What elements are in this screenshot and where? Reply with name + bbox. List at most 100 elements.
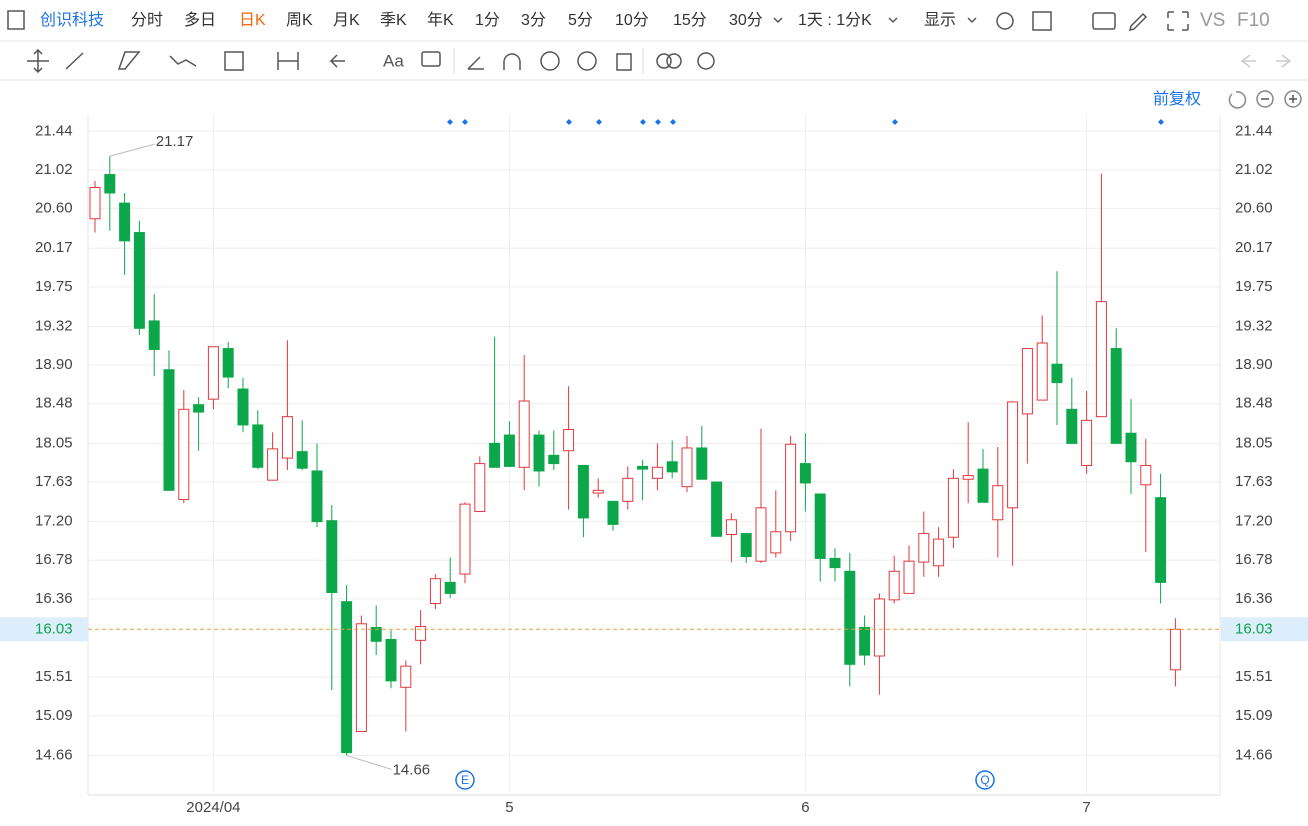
channel-tool[interactable] <box>117 51 141 70</box>
fullscreen-icon[interactable] <box>1167 11 1189 31</box>
period[interactable]: 年K <box>427 11 454 29</box>
period[interactable]: 5分 <box>568 11 593 29</box>
dropdown-arrow <box>888 17 898 24</box>
fib-tool[interactable] <box>224 51 244 71</box>
event-badge[interactable] <box>455 770 475 790</box>
compare-icon[interactable] <box>656 53 672 69</box>
candle-body <box>178 408 190 501</box>
y-tick-label: 14.66 <box>35 746 73 763</box>
candle-body <box>133 232 145 329</box>
x-tick-label: 6 <box>801 799 809 816</box>
candle-body <box>148 320 160 350</box>
dropdown-arrow <box>967 17 977 24</box>
candle-body <box>415 626 427 641</box>
camera-icon[interactable] <box>1092 12 1116 30</box>
arrow-tool[interactable] <box>329 54 345 68</box>
candle-body <box>548 454 560 465</box>
undo[interactable] <box>1240 54 1256 68</box>
candle-body <box>755 507 767 562</box>
y-tick-label-right: 20.17 <box>1235 239 1273 256</box>
y-tick-label: 19.32 <box>35 317 73 334</box>
y-tick-label: 15.09 <box>35 707 73 724</box>
stock-name[interactable]: 创识科技 <box>40 11 104 29</box>
period[interactable]: 10分 <box>615 11 649 29</box>
candle-body <box>785 443 797 533</box>
lock-tool[interactable] <box>540 51 560 71</box>
candle-body <box>829 557 841 569</box>
event-label: Q <box>980 773 989 787</box>
zoom-in[interactable] <box>1284 90 1302 108</box>
candle-body <box>281 416 293 459</box>
candle-body <box>311 470 323 523</box>
last-price-box <box>1221 617 1308 642</box>
combo[interactable]: 1天 : 1分K <box>798 11 872 29</box>
candle-body <box>1169 628 1181 671</box>
vs[interactable]: VS <box>1200 10 1225 31</box>
y-tick-label: 18.05 <box>35 434 73 451</box>
x-tick-label: 5 <box>505 799 513 816</box>
settings-icon[interactable] <box>697 52 715 70</box>
magnet-tool[interactable] <box>503 53 521 70</box>
candle-body <box>252 424 264 468</box>
y-tick-label: 17.20 <box>35 513 73 530</box>
candle-body <box>1125 432 1137 463</box>
candle-body <box>429 578 441 605</box>
angle-tool[interactable] <box>467 56 484 70</box>
period[interactable]: 30分 <box>729 11 763 29</box>
display[interactable]: 显示 <box>924 12 956 29</box>
delete-tool[interactable] <box>616 53 632 71</box>
adjust-mode[interactable]: 前复权 <box>1153 90 1201 108</box>
note-tool[interactable] <box>421 51 441 67</box>
range-tool[interactable] <box>277 52 299 70</box>
zoom-in-sign <box>1289 95 1297 103</box>
candle-body <box>385 638 397 682</box>
zoom-out[interactable] <box>1256 90 1274 108</box>
compare-icon[interactable] <box>666 53 682 69</box>
panel-icon[interactable] <box>7 10 25 30</box>
period[interactable]: 月K <box>333 12 360 29</box>
candle-body <box>267 448 279 481</box>
candle-body <box>770 531 782 554</box>
y-tick-label: 15.51 <box>35 668 73 685</box>
f10[interactable]: F10 <box>1237 10 1270 31</box>
y-tick-label: 16.78 <box>35 551 73 568</box>
candle-body <box>577 464 589 519</box>
period[interactable]: 季K <box>380 11 407 29</box>
annotation-leader <box>346 754 392 770</box>
period-active[interactable]: 日K <box>239 12 266 29</box>
layout-icon[interactable] <box>1032 11 1052 31</box>
candle-body <box>193 404 205 413</box>
pen-icon[interactable] <box>1128 12 1148 32</box>
wave-tool[interactable] <box>169 55 197 67</box>
annotation-leader <box>109 143 155 157</box>
period[interactable]: 1分 <box>475 11 500 29</box>
candle-body <box>489 442 501 468</box>
reset-icon[interactable] <box>1228 91 1247 109</box>
candle-body <box>607 500 619 525</box>
y-tick-label-right: 21.44 <box>1235 122 1273 139</box>
event-badge[interactable] <box>975 770 995 790</box>
hide-tool[interactable] <box>577 51 597 71</box>
redo[interactable] <box>1276 54 1292 68</box>
candle-body <box>237 388 249 426</box>
period[interactable]: 周K <box>286 12 313 29</box>
candle-body <box>873 598 885 657</box>
candle-body <box>977 468 989 503</box>
x-tick-label: 2024/04 <box>186 799 240 816</box>
y-tick-label-right: 21.02 <box>1235 161 1273 178</box>
y-tick-label-right: 16.36 <box>1235 590 1273 607</box>
period[interactable]: 分时 <box>131 11 163 29</box>
move-icon[interactable] <box>27 48 49 74</box>
period[interactable]: 15分 <box>673 11 707 29</box>
settings-icon[interactable] <box>996 12 1014 30</box>
period[interactable]: 3分 <box>521 11 546 29</box>
event-markers <box>447 119 1164 125</box>
text-tool[interactable]: Aa <box>383 51 404 70</box>
y-tick-label: 18.48 <box>35 395 73 412</box>
candle-body <box>947 477 959 538</box>
period[interactable]: 多日 <box>184 11 216 29</box>
y-tick-label-right: 20.60 <box>1235 200 1273 217</box>
y-tick-label-right: 19.75 <box>1235 278 1273 295</box>
line-tool[interactable] <box>65 52 84 70</box>
candle-body <box>1066 408 1078 444</box>
